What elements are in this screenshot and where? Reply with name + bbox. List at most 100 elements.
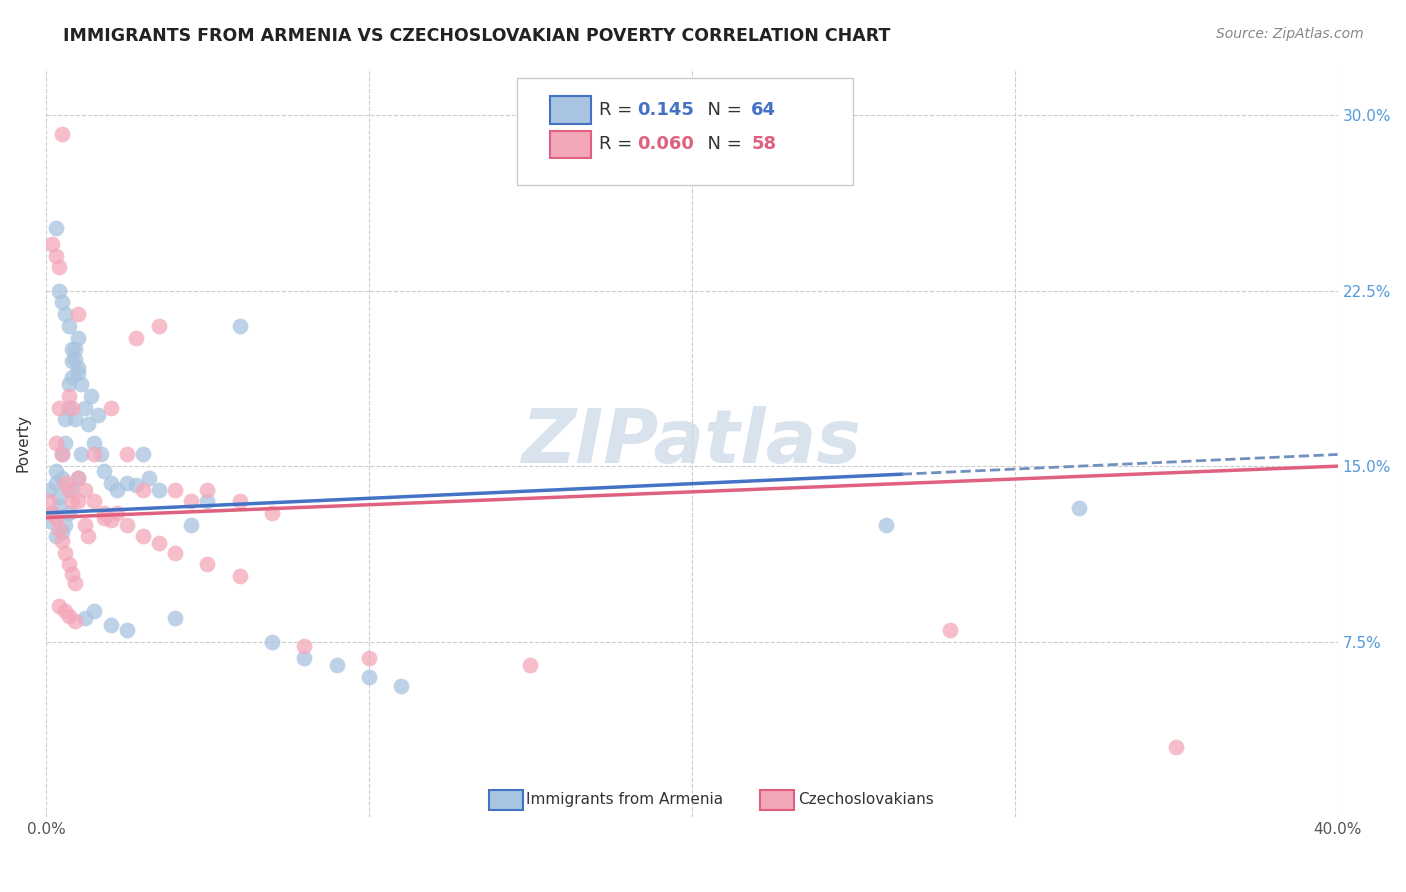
Point xyxy=(41,506,63,520)
Point xyxy=(1069,501,1091,516)
Point xyxy=(58,389,80,403)
Text: Czechoslovakians: Czechoslovakians xyxy=(797,792,934,807)
Point xyxy=(148,536,170,550)
Point xyxy=(80,389,103,403)
Point xyxy=(51,447,73,461)
Point xyxy=(48,490,70,504)
Point xyxy=(77,417,100,431)
Text: 58: 58 xyxy=(751,135,776,153)
Point xyxy=(53,475,76,490)
Point xyxy=(197,494,219,508)
Point xyxy=(51,524,73,539)
Text: Source: ZipAtlas.com: Source: ZipAtlas.com xyxy=(1216,27,1364,41)
Point xyxy=(53,307,76,321)
Point xyxy=(165,483,187,497)
Point xyxy=(77,529,100,543)
Point xyxy=(60,370,83,384)
Point xyxy=(93,510,115,524)
Point xyxy=(60,483,83,497)
Point xyxy=(197,558,219,572)
Point xyxy=(100,513,122,527)
Point xyxy=(45,529,67,543)
Point xyxy=(357,670,380,684)
Point xyxy=(58,483,80,497)
Text: Immigrants from Armenia: Immigrants from Armenia xyxy=(526,792,724,807)
Point xyxy=(138,471,160,485)
Point xyxy=(100,475,122,490)
Point xyxy=(67,471,90,485)
Point xyxy=(58,506,80,520)
Point xyxy=(83,447,105,461)
Point xyxy=(58,558,80,572)
Point xyxy=(48,284,70,298)
Point xyxy=(83,604,105,618)
Point xyxy=(38,483,60,497)
Point xyxy=(165,611,187,625)
Point xyxy=(58,377,80,392)
Point xyxy=(132,483,155,497)
Point xyxy=(63,342,86,356)
Point xyxy=(73,483,96,497)
Point xyxy=(63,576,86,591)
Point xyxy=(48,599,70,614)
Point xyxy=(165,546,187,560)
Point xyxy=(70,447,93,461)
Point xyxy=(228,494,250,508)
Point xyxy=(41,516,63,530)
Point xyxy=(48,499,70,513)
Point xyxy=(325,657,347,672)
Point xyxy=(53,604,76,618)
FancyBboxPatch shape xyxy=(761,790,794,810)
Point xyxy=(58,401,80,415)
Point xyxy=(60,401,83,415)
Point xyxy=(45,464,67,478)
Point xyxy=(63,351,86,366)
Point xyxy=(100,618,122,632)
Point xyxy=(115,623,138,637)
Point xyxy=(41,236,63,251)
Point xyxy=(148,483,170,497)
Point xyxy=(51,127,73,141)
Point xyxy=(67,307,90,321)
Point xyxy=(51,471,73,485)
Point xyxy=(73,401,96,415)
Point xyxy=(45,249,67,263)
Text: R =: R = xyxy=(599,135,638,153)
Point xyxy=(86,408,108,422)
Text: R =: R = xyxy=(599,101,638,119)
Point xyxy=(357,651,380,665)
Point xyxy=(48,522,70,536)
Point xyxy=(125,478,148,492)
Point xyxy=(70,377,93,392)
Point xyxy=(115,475,138,490)
Point xyxy=(60,566,83,581)
Point xyxy=(132,529,155,543)
FancyBboxPatch shape xyxy=(550,96,591,124)
Point xyxy=(38,494,60,508)
Point xyxy=(389,679,412,693)
Text: IMMIGRANTS FROM ARMENIA VS CZECHOSLOVAKIAN POVERTY CORRELATION CHART: IMMIGRANTS FROM ARMENIA VS CZECHOSLOVAKI… xyxy=(63,27,890,45)
Point xyxy=(93,506,115,520)
Point xyxy=(48,260,70,275)
Point xyxy=(519,657,541,672)
Text: 0.060: 0.060 xyxy=(637,135,695,153)
Point xyxy=(58,318,80,333)
Point xyxy=(83,494,105,508)
FancyBboxPatch shape xyxy=(517,78,853,185)
Text: N =: N = xyxy=(696,101,747,119)
Point xyxy=(51,447,73,461)
Point xyxy=(90,447,112,461)
Point xyxy=(180,517,202,532)
Point xyxy=(260,634,283,648)
Point xyxy=(228,318,250,333)
Point xyxy=(292,639,315,653)
Point xyxy=(45,510,67,524)
Text: N =: N = xyxy=(696,135,747,153)
FancyBboxPatch shape xyxy=(489,790,523,810)
Point xyxy=(58,608,80,623)
Point xyxy=(60,354,83,368)
Point xyxy=(45,475,67,490)
Point xyxy=(67,330,90,344)
Point xyxy=(63,412,86,426)
Point xyxy=(1166,739,1188,754)
